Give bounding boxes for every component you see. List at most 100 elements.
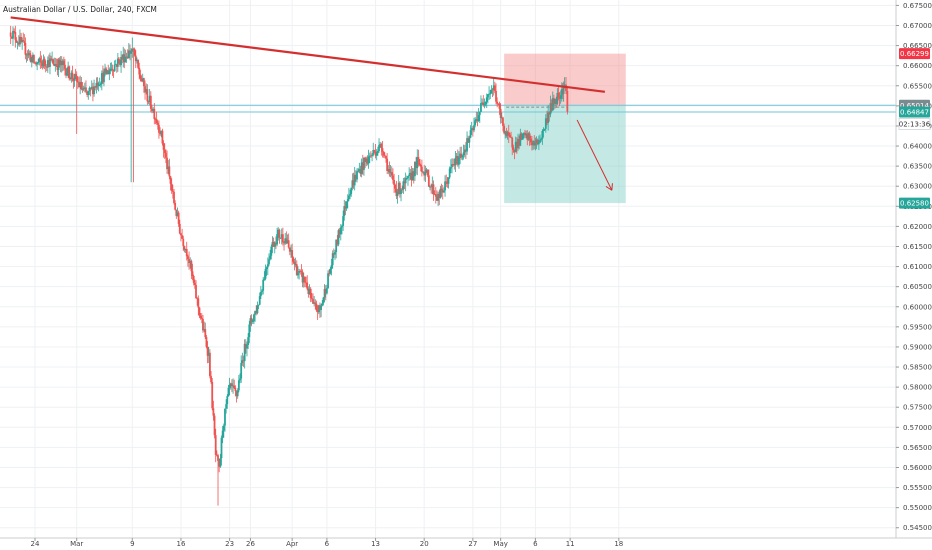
candle-body	[327, 273, 329, 289]
candle-body	[82, 88, 85, 90]
candle-body	[510, 137, 512, 138]
candle-body	[537, 142, 540, 145]
candle-body	[107, 70, 110, 75]
candle-body	[246, 345, 248, 349]
candle-body	[189, 260, 192, 263]
candle-body	[314, 302, 317, 304]
candle-body	[470, 128, 473, 131]
y-tick-label: 0.55000	[903, 504, 932, 512]
candle-body	[166, 157, 168, 170]
candle-body	[540, 138, 543, 140]
candle-body	[535, 139, 538, 144]
candle-body	[308, 288, 311, 295]
candle-body	[161, 130, 164, 144]
arrow-line[interactable]	[576, 119, 613, 191]
candle-body	[233, 385, 236, 388]
candle-body	[109, 69, 112, 71]
candle-body	[104, 68, 106, 72]
candle-body	[215, 454, 218, 456]
y-tick-label: 0.57500	[903, 404, 932, 412]
candle-body	[448, 168, 451, 178]
candle-body	[142, 78, 145, 87]
candle-body	[554, 98, 556, 105]
candle-body	[336, 239, 339, 245]
candle-body	[482, 102, 485, 106]
candle-body	[126, 56, 129, 59]
candle-body	[212, 408, 215, 416]
candle-body	[188, 259, 190, 263]
candle-body	[456, 156, 459, 165]
price-tag-label: 0.64847	[900, 109, 929, 117]
candle-body	[476, 119, 479, 121]
candle-body	[96, 82, 99, 86]
candle-body	[339, 227, 342, 235]
candle-body	[400, 189, 402, 195]
candle-body	[402, 181, 405, 190]
candle-body	[36, 62, 39, 65]
candle-body	[112, 70, 115, 72]
candle-body	[322, 297, 325, 304]
candle-body	[293, 261, 296, 265]
candle-body	[319, 305, 321, 310]
candle-body	[418, 159, 421, 165]
candle-body	[101, 73, 104, 83]
candle-body	[533, 141, 536, 146]
candle-body	[229, 383, 232, 385]
candle-body	[495, 90, 497, 102]
candle-body	[247, 337, 250, 346]
candle-body	[254, 311, 256, 315]
candle-body	[94, 86, 97, 88]
candle-body	[27, 53, 30, 56]
candle-body	[103, 71, 105, 83]
candle-body	[496, 101, 499, 104]
candle-body	[270, 246, 273, 256]
candle-body	[504, 131, 507, 134]
candle-body	[475, 119, 478, 121]
candle-body	[513, 149, 516, 153]
candle-body	[35, 63, 37, 65]
candle-body	[259, 292, 262, 297]
candle-body	[256, 305, 259, 314]
candle-body	[191, 271, 194, 276]
candle-body	[31, 55, 34, 59]
trendline[interactable]	[10, 16, 606, 93]
candle-body	[471, 128, 474, 131]
candle-body	[393, 179, 395, 185]
candle-body	[67, 66, 70, 74]
candle-body	[329, 268, 332, 274]
candle-body	[425, 169, 428, 173]
candle-body	[162, 143, 165, 150]
candle-body	[264, 269, 267, 279]
candle-body	[307, 288, 310, 295]
candle-body	[348, 195, 350, 200]
candle-body	[505, 131, 508, 136]
candle-body	[451, 164, 453, 168]
candle-body	[498, 103, 501, 109]
y-tick-label: 0.58500	[903, 364, 932, 372]
chart-title: Australian Dollar / U.S. Dollar, 240, FX…	[3, 5, 157, 14]
candle-body	[85, 87, 87, 92]
candle-body	[529, 138, 532, 143]
y-tick-label: 0.56000	[903, 464, 932, 472]
candle-body	[269, 255, 272, 260]
candle-body	[492, 85, 495, 90]
candle-body	[431, 184, 434, 187]
candle-body	[432, 184, 435, 195]
candle-body	[46, 60, 49, 68]
candle-body	[449, 167, 452, 169]
candle-body	[121, 56, 124, 60]
candle-body	[558, 96, 561, 99]
candle-body	[272, 241, 275, 247]
candle-body	[136, 59, 138, 62]
candle-body	[95, 82, 98, 88]
candle-body	[43, 58, 46, 64]
candle-body	[219, 458, 222, 467]
y-tick-label: 0.58000	[903, 384, 932, 392]
candle-body	[73, 74, 76, 81]
candle-body	[491, 89, 494, 91]
candle-body	[92, 86, 94, 95]
candle-body	[373, 149, 376, 152]
y-tick-label: 0.66000	[903, 62, 932, 70]
candle-body	[237, 380, 240, 391]
